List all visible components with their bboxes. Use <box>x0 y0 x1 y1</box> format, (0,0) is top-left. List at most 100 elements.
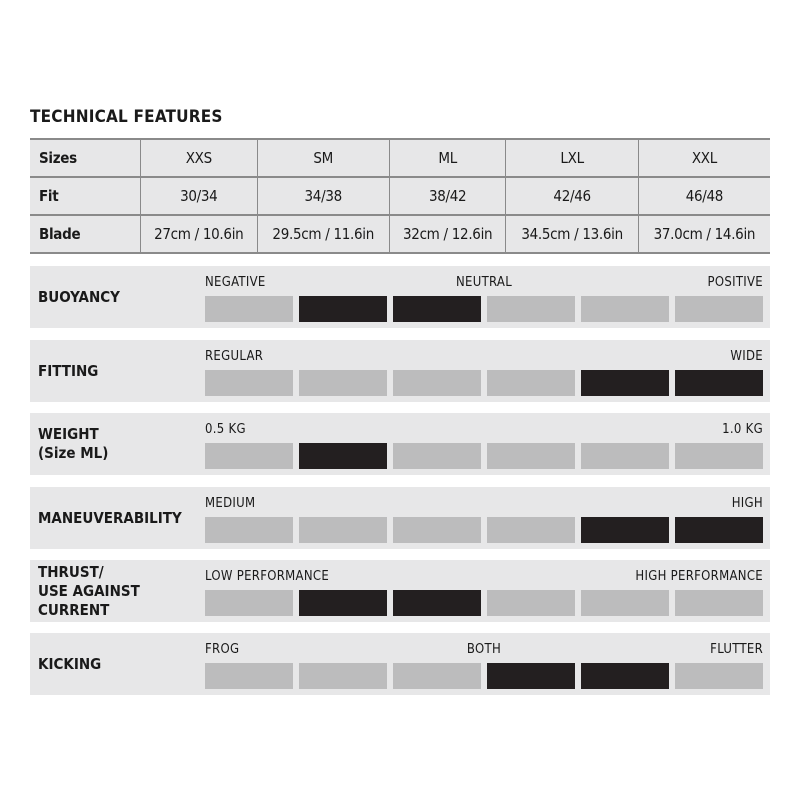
empty-segment <box>299 517 387 543</box>
rating-bar <box>205 370 763 396</box>
table-cell: XXL <box>637 138 770 177</box>
scale-max-label: POSITIVE <box>707 275 763 290</box>
empty-segment <box>393 443 481 469</box>
scale-max-label: FLUTTER <box>710 642 763 657</box>
row-header: Fit <box>30 176 141 215</box>
scale-min-label: NEGATIVE <box>205 275 266 290</box>
rating-bar <box>205 296 763 322</box>
filled-segment <box>487 663 575 689</box>
scale-max-label: 1.0 KG <box>722 422 763 437</box>
empty-segment <box>581 296 669 322</box>
scale-max-label: HIGH PERFORMANCE <box>635 569 763 584</box>
empty-segment <box>487 296 575 322</box>
table-cell: ML <box>388 138 506 177</box>
rating-panel: THRUST/ USE AGAINST CURRENT LOW PERFORMA… <box>30 560 770 622</box>
filled-segment <box>393 296 481 322</box>
empty-segment <box>393 517 481 543</box>
filled-segment <box>393 590 481 616</box>
rating-panel: MANEUVERABILITY MEDIUM HIGH <box>30 487 770 549</box>
rating-label: THRUST/ USE AGAINST CURRENT <box>38 560 140 622</box>
rating-label: FITTING <box>38 340 98 402</box>
empty-segment <box>205 370 293 396</box>
empty-segment <box>675 590 763 616</box>
scale-min-label: LOW PERFORMANCE <box>205 569 330 584</box>
rating-label-text: FITTING <box>38 361 99 380</box>
rating-label-text: THRUST/ USE AGAINST CURRENT <box>38 562 140 619</box>
rating-label: BUOYANCY <box>38 266 120 328</box>
row-header: Blade <box>30 214 141 254</box>
scale-min-label: REGULAR <box>205 349 264 364</box>
table-cell: 42/46 <box>505 176 639 215</box>
rating-bar <box>205 590 763 616</box>
scale-max-label: WIDE <box>730 349 763 364</box>
empty-segment <box>393 663 481 689</box>
rating-bar <box>205 443 763 469</box>
table-cell: SM <box>256 138 390 177</box>
empty-segment <box>205 590 293 616</box>
rating-bar <box>205 663 763 689</box>
scale-max-label: HIGH <box>731 496 763 511</box>
table-cell: 46/48 <box>637 176 770 215</box>
rating-label: KICKING <box>38 633 101 695</box>
table-cell: 29.5cm / 11.6in <box>256 214 390 254</box>
filled-segment <box>581 517 669 543</box>
filled-segment <box>299 443 387 469</box>
empty-segment <box>393 370 481 396</box>
table-cell: XXS <box>140 138 258 177</box>
empty-segment <box>205 517 293 543</box>
rating-label: MANEUVERABILITY <box>38 487 182 549</box>
table-cell: 27cm / 10.6in <box>140 214 258 254</box>
section-title: TECHNICAL FEATURES <box>30 107 223 127</box>
filled-segment <box>299 296 387 322</box>
scale-min-label: 0.5 KG <box>205 422 246 437</box>
table-row: Fit 30/34 34/38 38/42 42/46 46/48 <box>30 176 770 215</box>
scale-min-label: FROG <box>205 642 240 657</box>
rating-label-text: KICKING <box>38 654 102 673</box>
empty-segment <box>299 370 387 396</box>
empty-segment <box>675 443 763 469</box>
rating-label-text: WEIGHT (Size ML) <box>38 425 109 462</box>
empty-segment <box>487 370 575 396</box>
empty-segment <box>581 590 669 616</box>
rating-panel: KICKING FROG BOTH FLUTTER <box>30 633 770 695</box>
filled-segment <box>675 517 763 543</box>
rating-label-text: MANEUVERABILITY <box>38 508 182 527</box>
empty-segment <box>581 443 669 469</box>
table-cell: LXL <box>505 138 639 177</box>
table-cell: 37.0cm / 14.6in <box>637 214 770 254</box>
empty-segment <box>675 663 763 689</box>
rating-panel: WEIGHT (Size ML) 0.5 KG 1.0 KG <box>30 413 770 475</box>
table-cell: 38/42 <box>388 176 506 215</box>
rating-scale: 0.5 KG 1.0 KG <box>205 422 763 438</box>
filled-segment <box>581 370 669 396</box>
rating-scale: LOW PERFORMANCE HIGH PERFORMANCE <box>205 569 763 585</box>
rating-scale: REGULAR WIDE <box>205 349 763 365</box>
scale-min-label: MEDIUM <box>205 496 256 511</box>
empty-segment <box>487 590 575 616</box>
table-row: Sizes XXS SM ML LXL XXL <box>30 138 770 177</box>
empty-segment <box>205 663 293 689</box>
rating-label: WEIGHT (Size ML) <box>38 413 108 475</box>
table-cell: 30/34 <box>140 176 258 215</box>
rating-scale: NEGATIVE NEUTRAL POSITIVE <box>205 275 763 291</box>
empty-segment <box>675 296 763 322</box>
scale-mid-label: BOTH <box>466 642 502 657</box>
rating-label-text: BUOYANCY <box>38 287 120 306</box>
row-header: Sizes <box>30 138 141 177</box>
empty-segment <box>205 443 293 469</box>
empty-segment <box>487 443 575 469</box>
empty-segment <box>487 517 575 543</box>
size-table: Sizes XXS SM ML LXL XXL Fit 30/34 34/38 38/42 42/4… <box>30 138 770 254</box>
rating-panel: FITTING REGULAR WIDE <box>30 340 770 402</box>
table-cell: 34.5cm / 13.6in <box>505 214 639 254</box>
table-cell: 32cm / 12.6in <box>388 214 506 254</box>
rating-bar <box>205 517 763 543</box>
filled-segment <box>675 370 763 396</box>
scale-mid-label: NEUTRAL <box>455 275 513 290</box>
rating-scale: MEDIUM HIGH <box>205 496 763 512</box>
rating-scale: FROG BOTH FLUTTER <box>205 642 763 658</box>
table-row: Blade 27cm / 10.6in 29.5cm / 11.6in 32cm / … <box>30 214 770 254</box>
filled-segment <box>299 590 387 616</box>
empty-segment <box>205 296 293 322</box>
table-cell: 34/38 <box>256 176 390 215</box>
